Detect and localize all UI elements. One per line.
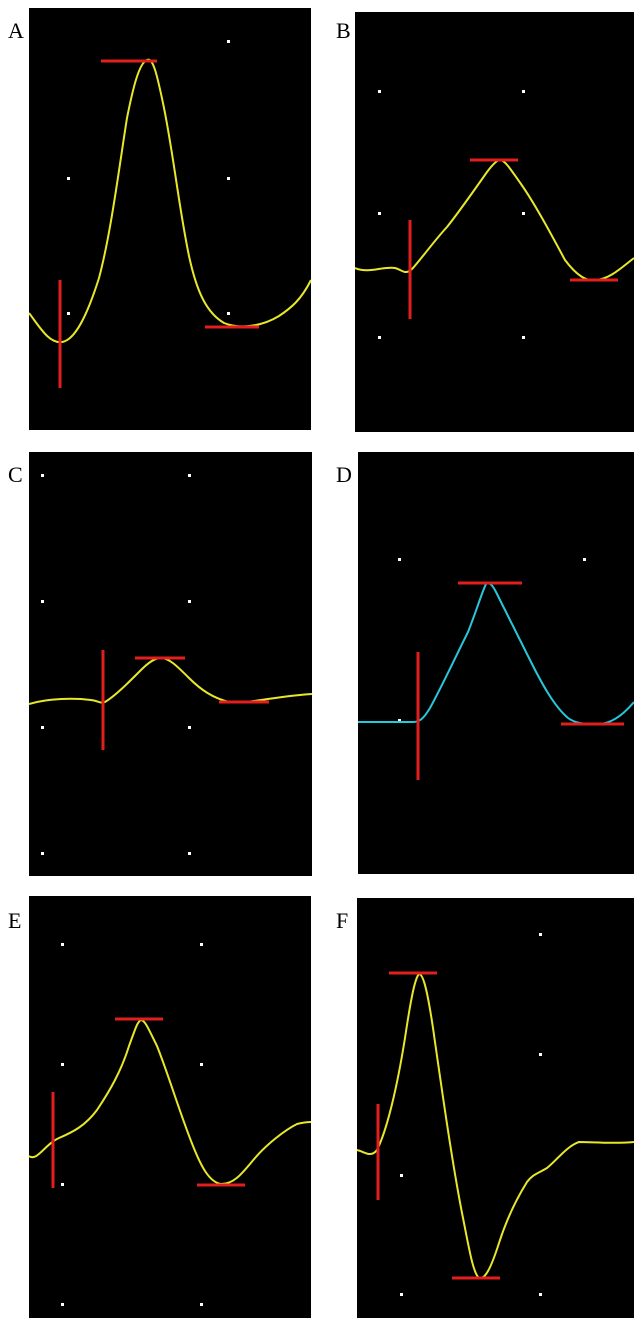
grid-dot	[539, 1293, 542, 1296]
waveform-plot-b	[355, 90, 634, 339]
waveform-trace	[355, 158, 634, 282]
markers	[101, 650, 269, 750]
waveform-plot-e	[29, 943, 311, 1306]
grid-dot	[539, 1053, 542, 1056]
waveform-panel-a	[29, 8, 311, 430]
panel-label-e: E	[8, 908, 22, 933]
grid-dot	[67, 177, 70, 180]
grid-dot	[522, 336, 525, 339]
grid-dot	[227, 40, 230, 43]
waveform-panel-c	[29, 452, 312, 876]
grid-dot	[188, 474, 191, 477]
waveform-plot-f	[357, 933, 634, 1296]
waveform-plot-c	[29, 474, 312, 855]
grid-dot	[378, 90, 381, 93]
grid-dot	[61, 1063, 64, 1066]
grid-dot	[61, 1183, 64, 1186]
grid-dot	[41, 852, 44, 855]
markers	[58, 59, 259, 388]
grid-dot	[188, 600, 191, 603]
waveform-trace	[29, 656, 312, 705]
markers	[408, 158, 618, 319]
panel-label-a: A	[8, 18, 24, 43]
grid-dot	[200, 1063, 203, 1066]
grid-dot	[41, 474, 44, 477]
grid-dot	[227, 312, 230, 315]
waveform-trace	[29, 58, 311, 344]
grid-dot	[522, 90, 525, 93]
waveform-panel-d	[358, 452, 634, 874]
grid-dot	[200, 943, 203, 946]
grid-dot	[378, 212, 381, 215]
grid-dot	[188, 852, 191, 855]
grid-dot	[583, 558, 586, 561]
markers	[416, 581, 624, 780]
grid-dot	[61, 1303, 64, 1306]
panel-label-d: D	[336, 462, 352, 487]
grid-dot	[400, 1174, 403, 1177]
grid-dot	[61, 943, 64, 946]
grid-dot	[400, 1293, 403, 1296]
markers	[376, 971, 500, 1280]
grid-dot	[200, 1303, 203, 1306]
waveform-panel-f	[357, 898, 634, 1318]
grid-dot	[398, 719, 401, 722]
grid-dot	[188, 726, 191, 729]
grid-dot	[398, 558, 401, 561]
waveform-trace	[358, 582, 634, 726]
grid-dots	[378, 90, 525, 339]
grid-dot	[67, 312, 70, 315]
grid-dots	[67, 40, 230, 315]
grid-dot	[378, 336, 381, 339]
waveform-panel-e	[29, 896, 311, 1318]
grid-dot	[539, 933, 542, 936]
waveform-plot-d	[358, 558, 634, 780]
waveform-plot-a	[29, 40, 311, 388]
waveform-panel-b	[355, 12, 634, 432]
waveform-trace	[29, 1018, 311, 1186]
panel-label-f: F	[336, 908, 349, 933]
grid-dots	[41, 474, 191, 855]
panel-label-b: B	[336, 18, 351, 43]
markers	[51, 1017, 245, 1188]
grid-dot	[522, 212, 525, 215]
grid-dots	[398, 558, 586, 722]
grid-dot	[41, 600, 44, 603]
grid-dot	[41, 726, 44, 729]
grid-dot	[227, 177, 230, 180]
panel-label-c: C	[8, 462, 23, 487]
waveform-trace	[357, 972, 634, 1280]
grid-dots	[400, 933, 542, 1296]
grid-dots	[61, 943, 203, 1306]
